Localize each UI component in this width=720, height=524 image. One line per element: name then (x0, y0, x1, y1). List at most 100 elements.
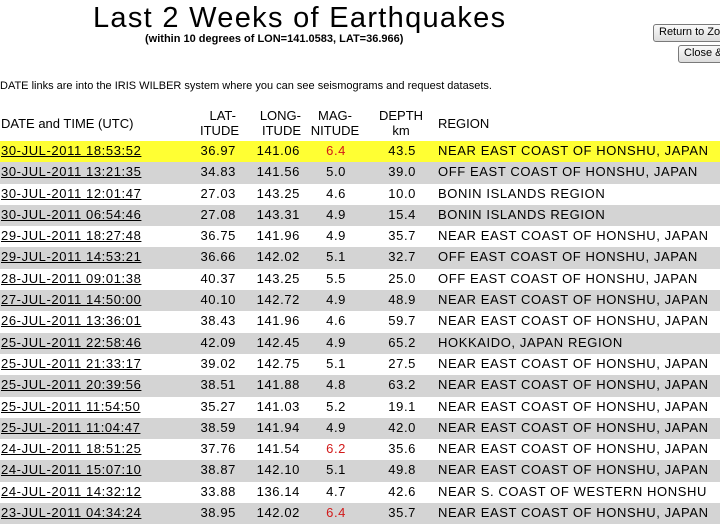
date-link[interactable]: 23-JUL-2011 04:34:24 (1, 505, 142, 521)
magnitude-cell: 4.7 (326, 483, 346, 499)
latitude-cell: 38.43 (200, 313, 236, 329)
longitude-cell: 141.54 (256, 441, 300, 457)
region-cell: NEAR EAST COAST OF HONSHU, JAPAN (438, 313, 709, 329)
depth-cell: 32.7 (388, 249, 416, 265)
header-longitude: LONG- ITUDE (251, 108, 301, 138)
date-link[interactable]: 30-JUL-2011 06:54:46 (1, 206, 142, 222)
magnitude-cell: 4.9 (326, 419, 346, 435)
depth-cell: 35.7 (388, 505, 416, 521)
region-cell: NEAR EAST COAST OF HONSHU, JAPAN (438, 377, 709, 393)
longitude-cell: 136.14 (256, 483, 300, 499)
date-link[interactable]: 29-JUL-2011 14:53:21 (1, 249, 142, 265)
table-row: 23-JUL-2011 04:34:24 38.95 142.02 6.4 35.7 NE… (0, 503, 720, 524)
date-link[interactable]: 29-JUL-2011 18:27:48 (1, 228, 142, 244)
header-latitude-line2: ITUDE (200, 123, 239, 138)
table-row: 25-JUL-2011 11:04:47 38.59 141.94 4.9 42.0 NE… (0, 417, 720, 440)
depth-cell: 59.7 (388, 313, 416, 329)
magnitude-cell: 5.1 (326, 355, 346, 371)
region-cell: OFF EAST COAST OF HONSHU, JAPAN (438, 270, 698, 286)
header-magnitude: MAG- NITUDE (307, 108, 363, 138)
date-link[interactable]: 25-JUL-2011 22:58:46 (1, 334, 142, 350)
latitude-cell: 27.08 (200, 206, 236, 222)
magnitude-cell: 5.1 (326, 462, 346, 478)
date-link[interactable]: 30-JUL-2011 13:21:35 (1, 164, 142, 180)
magnitude-cell: 6.4 (326, 143, 346, 158)
longitude-cell: 141.56 (256, 164, 300, 180)
latitude-cell: 35.27 (200, 398, 236, 414)
date-link[interactable]: 25-JUL-2011 11:54:50 (1, 398, 141, 414)
latitude-cell: 40.37 (200, 270, 236, 286)
magnitude-cell: 4.9 (326, 228, 346, 244)
date-link[interactable]: 24-JUL-2011 14:32:12 (1, 483, 142, 499)
header-depth: DEPTH km (376, 108, 426, 138)
region-cell: NEAR S. COAST OF WESTERN HONSHU (438, 483, 707, 499)
magnitude-cell: 6.4 (326, 505, 346, 521)
latitude-cell: 36.75 (200, 228, 236, 244)
close-and-return-button[interactable]: Close & Return (678, 45, 720, 63)
table-row: 25-JUL-2011 20:39:56 38.51 141.88 4.8 63.2 NE… (0, 375, 720, 397)
table-row: 24-JUL-2011 18:51:25 37.76 141.54 6.2 35.6 NE… (0, 439, 720, 460)
latitude-cell: 36.66 (200, 249, 236, 265)
region-cell: NEAR EAST COAST OF HONSHU, JAPAN (438, 398, 709, 414)
latitude-cell: 39.02 (200, 355, 236, 371)
magnitude-cell: 5.2 (326, 398, 346, 414)
table-row: 25-JUL-2011 21:33:17 39.02 142.75 5.1 27.5 NE… (0, 354, 720, 375)
latitude-cell: 34.83 (200, 164, 236, 180)
magnitude-cell: 4.8 (326, 377, 346, 393)
date-link[interactable]: 24-JUL-2011 18:51:25 (1, 441, 142, 457)
magnitude-cell: 5.5 (326, 270, 346, 286)
longitude-cell: 143.31 (256, 206, 300, 222)
table-row: 26-JUL-2011 13:36:01 38.43 141.96 4.6 59.7 NE… (0, 311, 720, 332)
date-link[interactable]: 25-JUL-2011 20:39:56 (1, 377, 142, 393)
region-cell: NEAR EAST COAST OF HONSHU, JAPAN (438, 292, 709, 308)
region-cell: NEAR EAST COAST OF HONSHU, JAPAN (438, 355, 709, 371)
table-row: 25-JUL-2011 11:54:50 35.27 141.03 5.2 19.1 NE… (0, 397, 720, 418)
region-cell: NEAR EAST COAST OF HONSHU, JAPAN (438, 228, 709, 244)
header-longitude-line1: LONG- (259, 108, 301, 123)
depth-cell: 63.2 (388, 377, 416, 393)
region-cell: NEAR EAST COAST OF HONSHU, JAPAN (438, 143, 709, 158)
magnitude-cell: 4.9 (326, 206, 346, 222)
magnitude-cell: 6.2 (326, 441, 346, 457)
return-to-zoom-button[interactable]: Return to Zoom (653, 24, 720, 42)
latitude-cell: 38.95 (200, 505, 236, 521)
table-row: 28-JUL-2011 09:01:38 40.37 143.25 5.5 25.0 OF… (0, 269, 720, 290)
depth-cell: 65.2 (388, 334, 416, 350)
date-link[interactable]: 28-JUL-2011 09:01:38 (1, 270, 142, 286)
date-link[interactable]: 27-JUL-2011 14:50:00 (1, 292, 142, 308)
longitude-cell: 141.96 (256, 313, 300, 329)
longitude-cell: 141.96 (256, 228, 300, 244)
longitude-cell: 142.02 (256, 249, 300, 265)
depth-cell: 27.5 (388, 355, 416, 371)
table-row: 24-JUL-2011 14:32:12 33.88 136.14 4.7 42.6 NE… (0, 482, 720, 503)
magnitude-cell: 4.6 (326, 313, 346, 329)
depth-cell: 25.0 (388, 270, 416, 286)
latitude-cell: 38.51 (200, 377, 236, 393)
date-link[interactable]: 24-JUL-2011 15:07:10 (1, 462, 142, 478)
depth-cell: 42.6 (388, 483, 416, 499)
depth-cell: 48.9 (388, 292, 416, 308)
latitude-cell: 33.88 (200, 483, 236, 499)
date-link[interactable]: 30-JUL-2011 18:53:52 (1, 143, 142, 158)
longitude-cell: 141.03 (256, 398, 300, 414)
header-depth-line2: km (392, 123, 410, 138)
longitude-cell: 141.88 (256, 377, 300, 393)
table-row: 27-JUL-2011 14:50:00 40.10 142.72 4.9 48.9 NE… (0, 290, 720, 312)
longitude-cell: 142.72 (256, 292, 300, 308)
longitude-cell: 141.06 (256, 143, 300, 158)
region-cell: NEAR EAST COAST OF HONSHU, JAPAN (438, 505, 709, 521)
header-magnitude-line1: MAG- (318, 108, 352, 123)
table-row: 30-JUL-2011 13:21:35 34.83 141.56 5.0 39.0 OF… (0, 162, 720, 184)
date-link[interactable]: 30-JUL-2011 12:01:47 (1, 185, 142, 201)
date-link[interactable]: 26-JUL-2011 13:36:01 (1, 313, 142, 329)
earthquake-table: 30-JUL-2011 18:53:52 36.97 141.06 6.4 43.5 NE… (0, 141, 720, 524)
table-row-selected: 30-JUL-2011 18:53:52 36.97 141.06 6.4 43.5 NE… (0, 141, 720, 163)
header-latitude: LAT- ITUDE (200, 108, 239, 138)
page-title: Last 2 Weeks of Earthquakes (93, 2, 507, 34)
magnitude-cell: 5.0 (326, 164, 346, 180)
date-link[interactable]: 25-JUL-2011 11:04:47 (1, 419, 141, 435)
date-link[interactable]: 25-JUL-2011 21:33:17 (1, 355, 142, 371)
longitude-cell: 143.25 (256, 270, 300, 286)
region-cell: OFF EAST COAST OF HONSHU, JAPAN (438, 249, 698, 265)
depth-cell: 39.0 (388, 164, 416, 180)
